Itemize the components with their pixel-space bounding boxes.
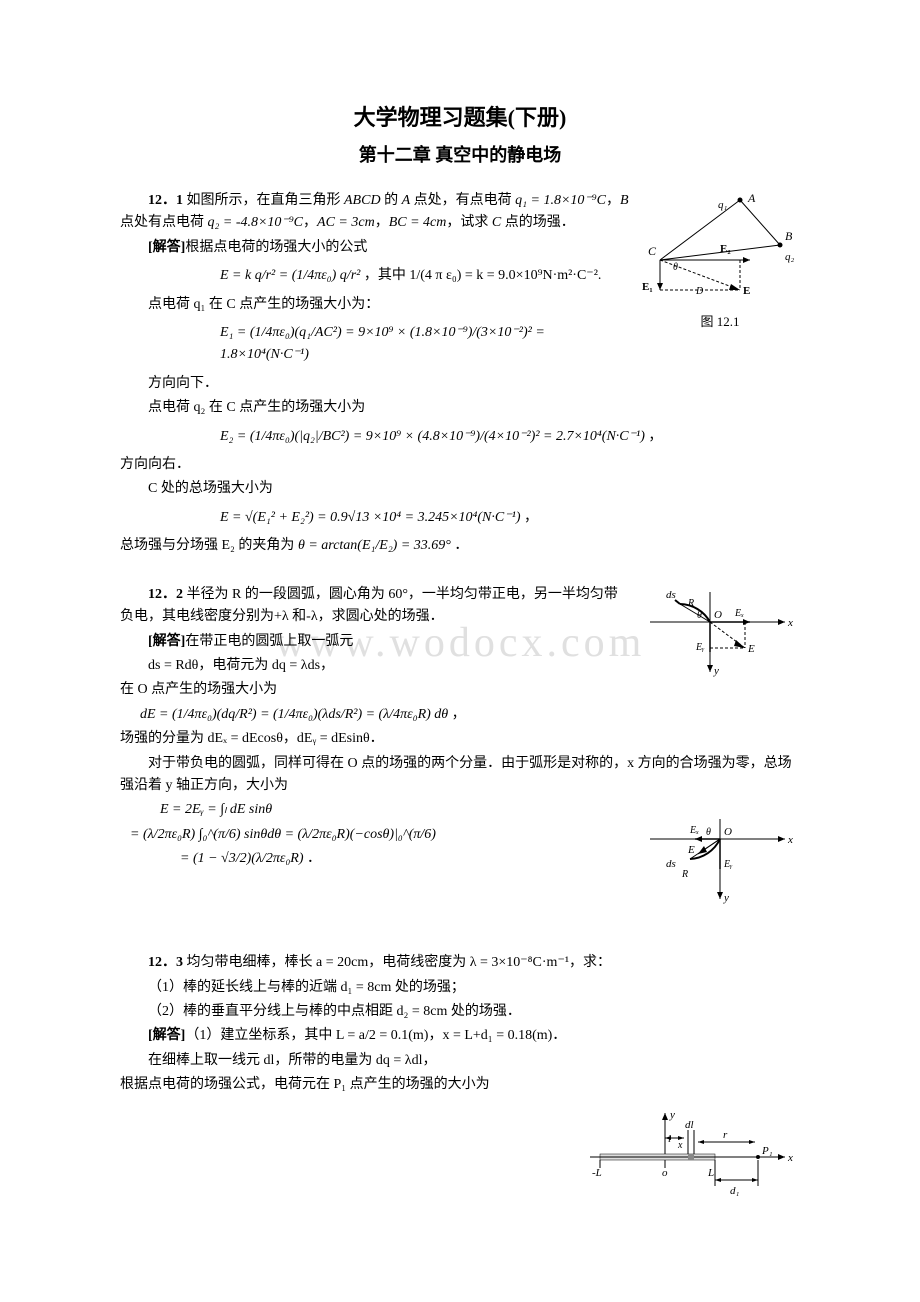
svg-text:C: C	[648, 244, 657, 258]
sub-2: （2）棒的垂直平分线上与棒的中点相距 d₂ = 8cm 处的场强．	[120, 1001, 800, 1023]
solution-12-3: [解答]（1）建立坐标系，其中 L = a/2 = 0.1(m)，x = L+d…	[120, 1025, 800, 1047]
problem-12-3: 12．3 均匀带电细棒，棒长 a = 20cm，电荷线密度为 λ = 3×10⁻…	[120, 952, 800, 974]
svg-text:θ: θ	[706, 827, 711, 838]
svg-text:y: y	[669, 1109, 675, 1121]
triangle-diagram-icon: A q₁ B q₂ C E₂ E₁ E θ D	[640, 190, 800, 300]
svg-text:D: D	[695, 286, 704, 297]
figure-12-1: A q₁ B q₂ C E₂ E₁ E θ D 图 12.1	[640, 190, 800, 333]
svg-text:Eᵧ: Eᵧ	[695, 642, 705, 653]
text-dir1: 方向向下．	[120, 373, 800, 395]
svg-text:r: r	[723, 1129, 728, 1141]
figure-12-2a: ds R θ O Eₓ x Eᵧ E y	[640, 582, 800, 690]
svg-text:dl: dl	[685, 1119, 694, 1131]
svg-text:A: A	[747, 191, 756, 205]
svg-text:B: B	[785, 229, 793, 243]
svg-text:E: E	[747, 643, 755, 655]
svg-text:E: E	[743, 285, 750, 297]
svg-text:Eₓ: Eₓ	[734, 608, 744, 619]
formula-dE: dE = (1/4πε₀)(dq/R²) = (1/4πε₀)(λds/R²) …	[120, 704, 800, 726]
svg-text:q₁: q₁	[718, 199, 728, 211]
svg-text:x: x	[787, 834, 793, 846]
svg-text:x: x	[677, 1140, 683, 1151]
svg-text:E₁: E₁	[642, 281, 653, 293]
svg-text:P₁: P₁	[761, 1145, 773, 1157]
text-total: C 处的总场强大小为	[120, 478, 800, 500]
svg-text:O: O	[714, 609, 722, 621]
svg-text:o: o	[662, 1167, 668, 1179]
svg-text:L: L	[707, 1167, 714, 1179]
symmetry-text: 对于带负电的圆弧，同样可得在 O 点的场强的两个分量．由于弧形是对称的，x 方向…	[120, 753, 800, 798]
svg-text:O: O	[724, 826, 732, 838]
svg-text:Eₓ: Eₓ	[689, 825, 699, 836]
sub-1: （1）棒的延长线上与棒的近端 d₁ = 8cm 处的场强；	[120, 977, 800, 999]
svg-text:x: x	[787, 617, 793, 629]
figure-caption: 图 12.1	[640, 312, 800, 333]
figure-12-3: y x dl l x r P₁ -L o L	[580, 1098, 800, 1216]
text-angle: 总场强与分场强 E₂ 的夹角为 θ = arctan(E₁/E₂) = 33.6…	[120, 535, 800, 557]
svg-text:E₂: E₂	[720, 243, 731, 255]
page-title: 大学物理习题集(下册)	[120, 100, 800, 135]
elem-text: 在细棒上取一线元 dl，所带的电量为 dq = λdl，	[120, 1050, 800, 1072]
svg-text:E: E	[687, 844, 695, 856]
svg-text:d₁: d₁	[730, 1185, 740, 1197]
svg-text:x: x	[787, 1152, 793, 1164]
text-dir2: 方向向右．	[120, 454, 800, 476]
figure-12-2b: ds R θ O Eₓ x Eᵧ E y	[640, 809, 800, 917]
formula-Etotal: E = √(E₁² + E₂²) = 0.9√13 ×10⁴ = 3.245×1…	[120, 507, 800, 529]
svg-text:R: R	[687, 598, 694, 609]
arc-diagram-2-icon: ds R θ O Eₓ x Eᵧ E y	[640, 809, 800, 909]
rod-diagram-icon: y x dl l x r P₁ -L o L	[580, 1098, 800, 1208]
svg-text:R: R	[681, 869, 688, 880]
svg-text:-L: -L	[592, 1167, 602, 1179]
svg-text:θ: θ	[697, 610, 702, 621]
svg-text:θ: θ	[673, 262, 678, 273]
svg-text:Eᵧ: Eᵧ	[723, 859, 733, 870]
svg-text:ds: ds	[666, 589, 676, 601]
arc-diagram-1-icon: ds R θ O Eₓ x Eᵧ E y	[640, 582, 800, 682]
svg-text:y: y	[713, 665, 719, 677]
chapter-title: 第十二章 真空中的静电场	[120, 141, 800, 170]
formula-E2: E₂ = (1/4πε₀)(|q₂|/BC²) = 9×10⁹ × (4.8×1…	[120, 426, 800, 448]
svg-text:q₂: q₂	[785, 251, 795, 263]
text-e2: 点电荷 q₂ 在 C 点产生的场强大小为	[120, 397, 800, 419]
components-text: 场强的分量为 dEₓ = dEcosθ，dEᵧ = dEsinθ．	[120, 728, 800, 750]
p1-text: 根据点电荷的场强公式，电荷元在 P₁ 点产生的场强的大小为	[120, 1074, 800, 1096]
svg-text:ds: ds	[666, 858, 676, 870]
svg-text:y: y	[723, 892, 729, 904]
